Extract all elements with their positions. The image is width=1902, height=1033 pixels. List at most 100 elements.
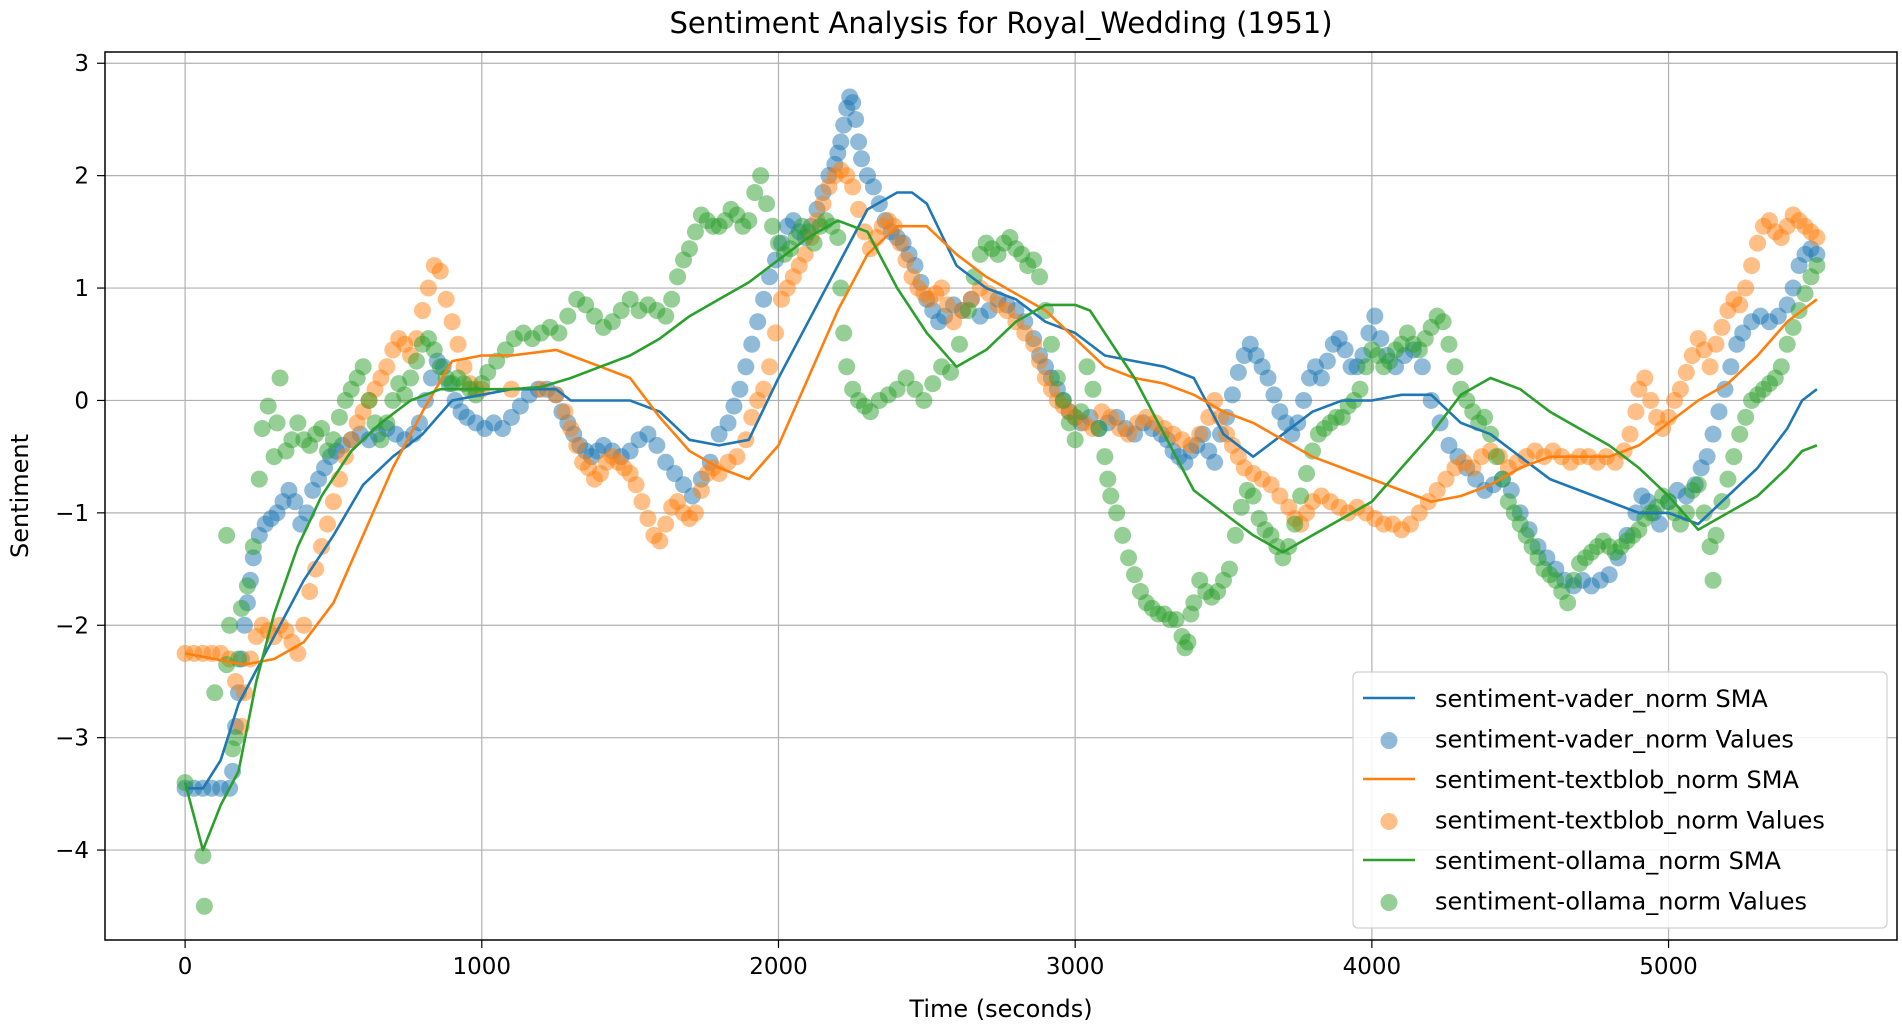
scatter-point bbox=[195, 897, 213, 915]
scatter-point bbox=[1072, 403, 1090, 421]
scatter-point bbox=[915, 391, 933, 409]
legend-box bbox=[1352, 671, 1888, 929]
scatter-point bbox=[1621, 425, 1639, 443]
scatter-point bbox=[1298, 465, 1316, 483]
scatter-point bbox=[847, 110, 865, 128]
scatter-point bbox=[1725, 448, 1743, 466]
scatter-point bbox=[1440, 335, 1458, 353]
scatter-point bbox=[360, 391, 378, 409]
scatter-point bbox=[1099, 470, 1117, 488]
scatter-point bbox=[805, 234, 823, 252]
scatter-point bbox=[755, 380, 773, 398]
scatter-point bbox=[864, 178, 882, 196]
scatter-point bbox=[1487, 448, 1505, 466]
scatter-point bbox=[1185, 594, 1203, 612]
legend-label: sentiment-ollama_norm Values bbox=[1435, 888, 1807, 916]
scatter-point bbox=[1191, 425, 1209, 443]
scatter-point bbox=[1660, 408, 1678, 426]
legend-label: sentiment-vader_norm Values bbox=[1435, 726, 1794, 754]
scatter-point bbox=[1772, 358, 1790, 376]
scatter-point bbox=[728, 448, 746, 466]
scatter-point bbox=[1737, 408, 1755, 426]
scatter-point bbox=[657, 515, 675, 533]
scatter-point bbox=[844, 94, 862, 112]
scatter-point bbox=[342, 431, 360, 449]
scatter-point bbox=[1031, 268, 1049, 286]
scatter-point bbox=[1698, 448, 1716, 466]
scatter-point bbox=[844, 178, 862, 196]
scatter-point bbox=[752, 167, 770, 185]
scatter-point bbox=[443, 313, 461, 331]
scatter-point bbox=[933, 279, 951, 297]
scatter-point bbox=[743, 408, 761, 426]
scatter-point bbox=[1707, 335, 1725, 353]
scatter-point bbox=[1025, 251, 1043, 269]
scatter-point bbox=[1689, 476, 1707, 494]
scatter-point bbox=[737, 358, 755, 376]
scatter-point bbox=[1232, 498, 1250, 516]
scatter-point bbox=[651, 532, 669, 550]
scatter-point bbox=[324, 493, 342, 511]
tick-layer: 0 1000 2000 3000 4000 5000 −4 −3 −2 −1 0 1 2 3 bbox=[55, 51, 1698, 980]
scatter-point bbox=[1413, 358, 1431, 376]
scatter-point bbox=[437, 290, 455, 308]
y-tick-label: −3 bbox=[55, 726, 89, 752]
scatter-point bbox=[556, 403, 574, 421]
scatter-point bbox=[1600, 566, 1618, 584]
data-layer bbox=[176, 88, 1826, 915]
scatter-point bbox=[1731, 425, 1749, 443]
legend-marker-swatch bbox=[1380, 732, 1398, 749]
scatter-point bbox=[1126, 566, 1144, 584]
scatter-point bbox=[1559, 594, 1577, 612]
scatter-point bbox=[235, 616, 253, 634]
scatter-point bbox=[268, 414, 286, 432]
scatter-point bbox=[218, 526, 236, 544]
scatter-point bbox=[1713, 318, 1731, 336]
scatter-point bbox=[253, 420, 271, 438]
scatter-point bbox=[1265, 386, 1283, 404]
scatter-point bbox=[1025, 335, 1043, 353]
scatter-point bbox=[547, 386, 565, 404]
scatter-point bbox=[939, 296, 957, 314]
scatter-point bbox=[366, 414, 384, 432]
y-tick-label: −2 bbox=[55, 613, 89, 639]
x-tick-label: 3000 bbox=[1046, 954, 1105, 980]
scatter-point bbox=[396, 386, 414, 404]
sentiment-textblob-norm-sma-line bbox=[184, 224, 1818, 666]
scatter-point bbox=[749, 313, 767, 331]
scatter-point bbox=[1292, 487, 1310, 505]
scatter-point bbox=[832, 279, 850, 297]
scatter-point bbox=[313, 538, 331, 556]
y-tick-label: −1 bbox=[55, 501, 89, 527]
scatter-point bbox=[686, 223, 704, 241]
legend-label: sentiment-ollama_norm SMA bbox=[1435, 847, 1782, 875]
scatter-point bbox=[1244, 487, 1262, 505]
scatter-point bbox=[761, 358, 779, 376]
scatter-point bbox=[1084, 380, 1102, 398]
scatter-point bbox=[1060, 414, 1078, 432]
scatter-point bbox=[1096, 448, 1114, 466]
scatter-point bbox=[755, 290, 773, 308]
scatter-point bbox=[743, 335, 761, 353]
scatter-point bbox=[1695, 504, 1713, 522]
scatter-point bbox=[731, 380, 749, 398]
scatter-point bbox=[1778, 335, 1796, 353]
scatter-point bbox=[767, 324, 785, 342]
scatter-point bbox=[295, 616, 313, 634]
scatter-point bbox=[1677, 363, 1695, 381]
scatter-point bbox=[425, 341, 443, 359]
scatter-point bbox=[950, 335, 968, 353]
scatter-point bbox=[431, 262, 449, 280]
scatter-point bbox=[307, 560, 325, 578]
scatter-point bbox=[1286, 515, 1304, 533]
scatter-point bbox=[740, 212, 758, 230]
scatter-point bbox=[1704, 571, 1722, 589]
scatter-point bbox=[1167, 611, 1185, 629]
scatter-point bbox=[1031, 352, 1049, 370]
scatter-point bbox=[669, 268, 687, 286]
scatter-point bbox=[419, 279, 437, 297]
scatter-point bbox=[1114, 526, 1132, 544]
scatter-point bbox=[924, 375, 942, 393]
scatter-point bbox=[764, 217, 782, 235]
